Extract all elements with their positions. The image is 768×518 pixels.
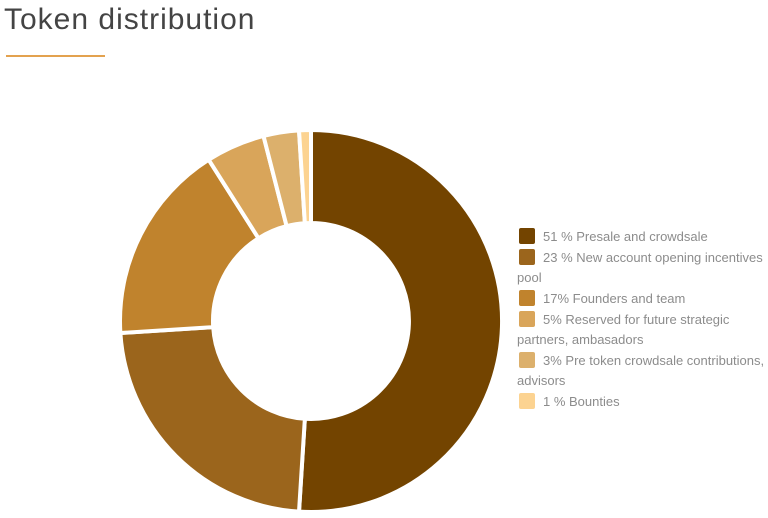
donut-slice-3[interactable] bbox=[118, 157, 261, 335]
donut-slice-1[interactable] bbox=[297, 128, 504, 514]
donut-slice-6[interactable] bbox=[297, 128, 313, 226]
legend-swatch bbox=[519, 393, 535, 409]
legend-item-3[interactable]: 17% Founders and team bbox=[517, 289, 765, 309]
donut-slice-2[interactable] bbox=[118, 325, 307, 514]
legend-item-2[interactable]: 23 % New account opening incentives pool bbox=[517, 248, 765, 288]
legend-label: 17% Founders and team bbox=[543, 291, 686, 306]
legend-swatch bbox=[519, 352, 535, 368]
legend-item-5[interactable]: 3% Pre token crowdsale contributions, ad… bbox=[517, 351, 765, 391]
legend-item-1[interactable]: 51 % Presale and crowdsale bbox=[517, 227, 765, 247]
legend-label: 3% Pre token crowdsale contributions, ad… bbox=[517, 353, 765, 388]
legend-item-6[interactable]: 1 % Bounties bbox=[517, 392, 765, 412]
legend-label: 51 % Presale and crowdsale bbox=[543, 229, 708, 244]
title-underline bbox=[6, 55, 105, 57]
legend-label: 5% Reserved for future strategic partner… bbox=[517, 312, 730, 347]
legend-swatch bbox=[519, 290, 535, 306]
chart-legend: 51 % Presale and crowdsale 23 % New accou… bbox=[517, 227, 765, 413]
legend-swatch bbox=[519, 311, 535, 327]
legend-label: 1 % Bounties bbox=[543, 394, 620, 409]
page-title: Token distribution bbox=[4, 3, 256, 36]
legend-item-4[interactable]: 5% Reserved for future strategic partner… bbox=[517, 310, 765, 350]
legend-swatch bbox=[519, 228, 535, 244]
legend-label: 23 % New account opening incentives pool bbox=[517, 250, 763, 285]
legend-swatch bbox=[519, 249, 535, 265]
